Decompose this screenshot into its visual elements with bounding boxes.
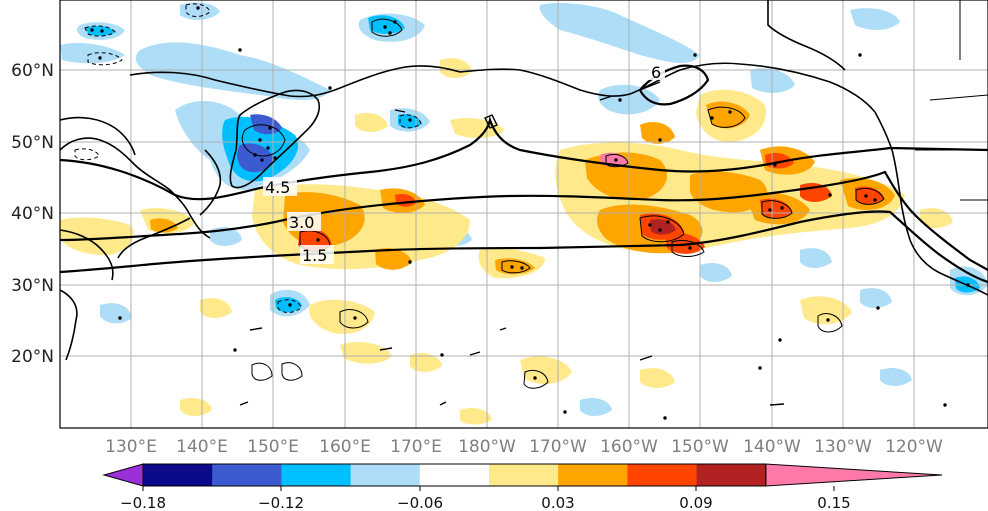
colorbar-segment <box>489 464 559 486</box>
lon-label-180w: 180°W <box>458 437 516 457</box>
colorbar-tick-label: −0.18 <box>120 494 166 511</box>
lat-label-30n: 30°N <box>11 276 54 296</box>
lon-label-160w: 160°W <box>600 437 658 457</box>
lat-label-50n: 50°N <box>11 133 54 153</box>
lon-label-130w: 130°W <box>814 437 872 457</box>
longitude-labels: 130°E 140°E 150°E 160°E 170°E 180°W 170°… <box>105 437 943 457</box>
colorbar-extend-min <box>102 463 144 487</box>
contour-3.0 <box>59 170 988 271</box>
negative-significance-outlines <box>74 3 422 313</box>
coastlines <box>59 0 988 406</box>
colorbar-tick-label: −0.12 <box>258 494 304 511</box>
significance-dots <box>90 6 970 420</box>
colorbar-segment <box>143 464 213 486</box>
contour-label-6: 6 <box>651 63 661 82</box>
colorbar-tick-label: 0.15 <box>817 494 850 511</box>
lon-label-140e: 140°E <box>176 437 228 457</box>
colorbar: −0.18 −0.12 −0.06 0.03 0.09 0.15 <box>102 463 943 511</box>
lon-label-150w: 150°W <box>671 437 729 457</box>
asia-coast <box>59 65 461 361</box>
lat-label-40n: 40°N <box>11 204 54 224</box>
latitude-labels: 60°N 50°N 40°N 30°N 20°N <box>11 61 54 367</box>
graticule <box>60 0 988 428</box>
colorbar-segments <box>102 463 943 487</box>
contour-4.5 <box>59 115 988 201</box>
colorbar-tick-label: −0.06 <box>397 494 443 511</box>
contour-label-4.5: 4.5 <box>265 178 290 197</box>
contour-label-group: 6 4.5 3.0 1.5 <box>263 62 665 265</box>
colorbar-segment <box>558 464 628 486</box>
lat-label-20n: 20°N <box>11 347 54 367</box>
colorbar-segment <box>281 464 352 486</box>
small-islands <box>239 81 785 406</box>
colorbar-segment <box>627 464 698 486</box>
lon-label-150e: 150°E <box>247 437 299 457</box>
lon-label-140w: 140°W <box>743 437 801 457</box>
colorbar-segment <box>419 464 490 486</box>
lon-label-120w: 120°W <box>885 437 943 457</box>
lon-label-170e: 170°E <box>390 437 442 457</box>
colorbar-segment <box>350 464 421 486</box>
colorbar-segment <box>696 464 767 486</box>
lon-label-170w: 170°W <box>529 437 587 457</box>
significance-outlines <box>241 18 885 389</box>
map-frame <box>59 0 988 429</box>
kamchatka-coast <box>229 89 321 189</box>
lon-label-130e: 130°E <box>105 437 157 457</box>
contour-label-3.0: 3.0 <box>289 213 314 232</box>
contour-label-1.5: 1.5 <box>302 246 327 265</box>
map-panel: 6 4.5 3.0 1.5 <box>59 0 988 429</box>
contour-1.5 <box>59 210 988 284</box>
mean-contours <box>59 64 988 284</box>
colorbar-frame <box>142 463 767 487</box>
colorbar-tick-label: 0.03 <box>541 494 574 511</box>
japan-coast <box>117 149 222 259</box>
colorbar-ticks <box>142 486 835 491</box>
lat-label-60n: 60°N <box>11 61 54 81</box>
contour-6 <box>638 64 710 106</box>
colorbar-segment <box>212 464 282 486</box>
colorbar-extend-max <box>765 463 943 487</box>
colorbar-tick-label: 0.09 <box>679 494 712 511</box>
lon-label-160e: 160°E <box>319 437 371 457</box>
